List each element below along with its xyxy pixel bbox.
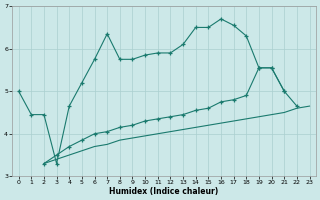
X-axis label: Humidex (Indice chaleur): Humidex (Indice chaleur) bbox=[109, 187, 219, 196]
